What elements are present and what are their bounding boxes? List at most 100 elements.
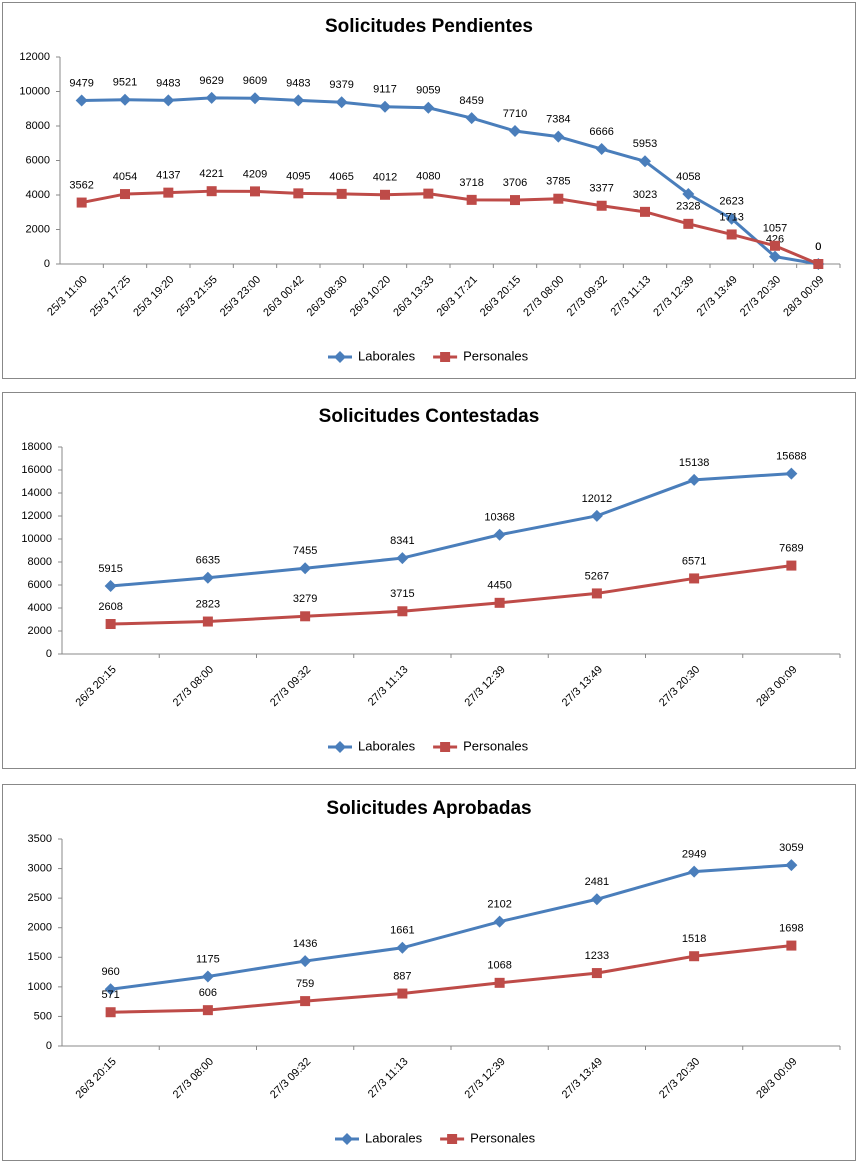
data-label: 9059 <box>416 85 440 97</box>
marker <box>494 597 505 608</box>
marker <box>510 195 520 206</box>
data-label: 2102 <box>487 899 511 911</box>
marker <box>397 988 408 999</box>
data-label: 887 <box>393 970 411 982</box>
chart-frame <box>2 784 856 1161</box>
data-label: 6635 <box>196 555 220 567</box>
marker <box>595 143 608 156</box>
data-label: 1068 <box>487 960 511 972</box>
data-label: 9483 <box>156 77 180 89</box>
legend-label: Personales <box>463 348 529 363</box>
data-label: 9483 <box>286 77 310 89</box>
marker <box>591 968 602 979</box>
data-label: 2623 <box>719 196 743 208</box>
data-label: 15138 <box>679 457 710 469</box>
y-tick-label: 4000 <box>26 189 50 201</box>
marker <box>552 130 565 143</box>
marker <box>206 186 217 197</box>
marker <box>300 611 311 622</box>
marker <box>120 189 130 200</box>
marker <box>640 206 650 217</box>
chart: Solicitudes Pendientes 0 2000 4000 6000 8000 1… <box>2 2 856 379</box>
marker <box>201 970 214 983</box>
data-label: 5267 <box>585 570 609 582</box>
marker <box>590 893 603 906</box>
data-label: 571 <box>101 989 119 1001</box>
y-tick-label: 500 <box>34 1010 52 1022</box>
data-label: 2328 <box>676 201 700 213</box>
data-label: 4012 <box>373 172 397 184</box>
legend-label: Laborales <box>358 738 416 753</box>
chart: Solicitudes Contestadas 0 2000 4000 6000 8000… <box>2 392 856 769</box>
legend-label: Laborales <box>365 1130 423 1145</box>
y-tick-label: 2000 <box>28 922 52 934</box>
y-tick-label: 14000 <box>21 487 52 499</box>
y-tick-label: 1500 <box>28 951 52 963</box>
data-label: 0 <box>815 241 821 253</box>
marker <box>688 473 701 486</box>
series-line <box>110 944 792 1014</box>
data-label: 9117 <box>373 84 397 96</box>
data-label: 960 <box>101 966 119 978</box>
data-label: 3279 <box>293 593 317 605</box>
marker <box>689 951 700 962</box>
marker <box>509 125 521 138</box>
marker <box>785 467 798 480</box>
y-tick-label: 2000 <box>26 223 50 235</box>
marker <box>440 742 451 752</box>
y-tick-label: 18000 <box>21 441 52 453</box>
chart-title: Solicitudes Contestadas <box>319 406 540 427</box>
marker <box>162 94 175 107</box>
marker <box>201 571 214 584</box>
data-label: 15688 <box>776 450 807 462</box>
marker <box>813 259 824 269</box>
y-tick-label: 16000 <box>21 464 52 476</box>
marker <box>396 552 409 565</box>
marker <box>422 101 435 114</box>
series-line <box>110 564 792 626</box>
marker <box>553 193 564 204</box>
marker <box>250 186 260 197</box>
data-label: 5915 <box>98 563 122 575</box>
data-label: 9609 <box>243 75 267 87</box>
marker <box>163 187 174 198</box>
marker <box>447 1134 458 1144</box>
data-label: 5953 <box>633 138 657 150</box>
marker <box>785 859 798 872</box>
marker <box>396 941 409 954</box>
y-tick-label: 8000 <box>26 120 50 132</box>
data-label: 4221 <box>199 168 223 180</box>
data-label: 1057 <box>763 223 787 235</box>
chart: Solicitudes Aprobadas 0 500 1000 1500 2000 250… <box>2 784 856 1161</box>
data-label: 7455 <box>293 545 317 557</box>
marker <box>104 579 117 592</box>
data-label: 6666 <box>589 126 613 138</box>
data-label: 1233 <box>585 950 609 962</box>
marker <box>105 1007 116 1018</box>
series-line <box>110 863 792 991</box>
data-label: 2481 <box>585 876 609 888</box>
y-tick-label: 10000 <box>19 85 50 97</box>
marker <box>75 94 88 107</box>
data-label: 8459 <box>459 95 483 107</box>
data-label: 1518 <box>682 933 706 945</box>
marker <box>334 741 346 753</box>
marker <box>423 188 434 199</box>
marker <box>493 528 506 541</box>
marker <box>249 92 261 105</box>
data-label: 9521 <box>113 77 137 89</box>
marker <box>335 96 348 109</box>
marker <box>725 212 738 225</box>
marker <box>119 93 131 106</box>
marker <box>591 588 602 599</box>
marker <box>688 865 701 878</box>
marker <box>202 1005 213 1016</box>
y-tick-label: 2000 <box>28 625 52 637</box>
marker <box>293 188 304 199</box>
data-label: 3706 <box>503 177 527 189</box>
marker <box>466 194 477 205</box>
data-label: 4080 <box>416 171 440 183</box>
marker <box>397 606 408 617</box>
marker <box>786 940 797 951</box>
